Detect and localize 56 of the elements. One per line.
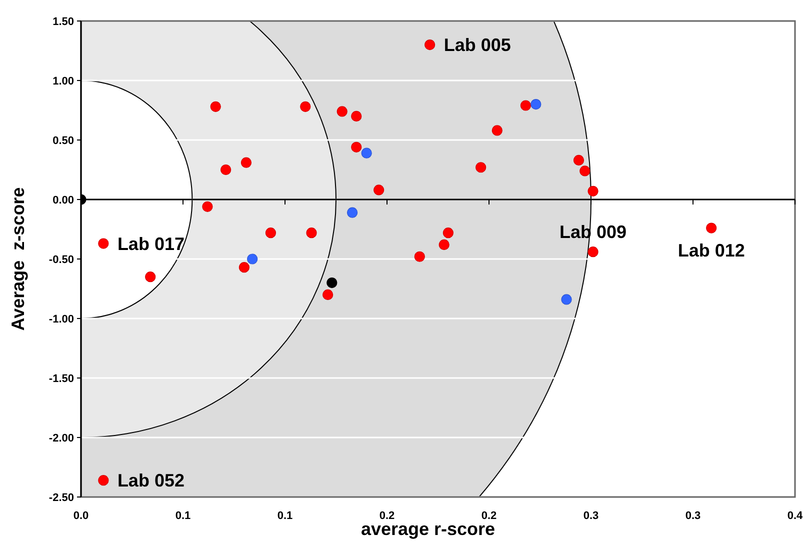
point: [202, 201, 213, 212]
point: [265, 228, 276, 238]
point: [530, 99, 542, 110]
point: [424, 40, 436, 50]
x-tick-label: 0.2: [379, 510, 395, 522]
point: [573, 154, 584, 166]
point: [220, 164, 232, 176]
point: [580, 166, 590, 176]
y-axis-title: Average z-score: [8, 187, 28, 331]
y-tick-label: -0.50: [48, 254, 74, 266]
x-axis-title: average r-score: [360, 519, 496, 539]
annotation: Lab 012: [678, 240, 745, 260]
point: [145, 272, 156, 282]
x-tick-label: 0.1: [175, 510, 191, 522]
x-tick-label: 0.1: [277, 510, 293, 522]
x-tick-label: 0.4: [787, 510, 803, 522]
point: [561, 294, 572, 305]
point: [98, 475, 109, 486]
point: [240, 157, 252, 168]
x-tick-label: 0.0: [73, 510, 89, 522]
y-tick-label: 1.00: [52, 75, 74, 88]
point: [98, 238, 109, 249]
point: [300, 101, 311, 112]
point: [351, 110, 362, 122]
point: [374, 184, 384, 196]
y-tick-label: 0.50: [52, 134, 74, 147]
y-tick-label: -2.50: [48, 492, 74, 504]
point: [238, 262, 250, 273]
y-tick-label: 1.50: [52, 16, 74, 28]
x-tick-label: 0.3: [685, 510, 701, 522]
point: [322, 289, 334, 300]
y-tick-label: 0.00: [52, 194, 74, 206]
annotation: Lab 052: [117, 470, 184, 491]
point: [247, 254, 258, 264]
point: [336, 106, 348, 117]
y-tick-label: -1.00: [48, 313, 74, 326]
point: [492, 125, 502, 136]
y-tick-label: -1.50: [48, 372, 74, 385]
point: [414, 251, 425, 262]
point: [476, 162, 486, 173]
y-tick-label: -2.00: [48, 432, 74, 444]
point: [520, 100, 532, 111]
point: [351, 142, 362, 152]
annotation: Lab 005: [444, 35, 511, 56]
point: [306, 228, 317, 238]
point: [361, 148, 372, 158]
point: [210, 101, 221, 112]
point: [442, 228, 454, 238]
x-tick-label: 0.2: [481, 510, 497, 522]
point: [588, 246, 598, 258]
point: [588, 186, 598, 196]
point: [347, 207, 358, 218]
point: [706, 222, 717, 234]
x-tick-label: 0.3: [583, 510, 599, 522]
annotation: Lab 017: [117, 234, 184, 254]
point: [438, 239, 450, 250]
